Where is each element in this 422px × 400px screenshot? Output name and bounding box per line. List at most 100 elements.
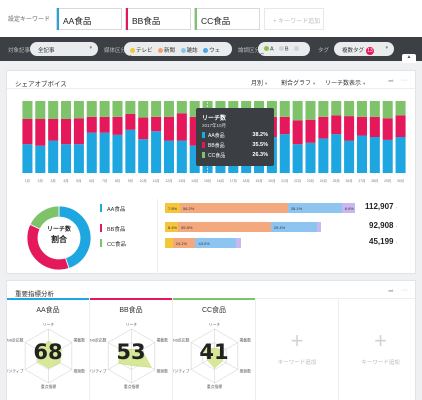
bar-segment <box>73 144 84 173</box>
x-tick-label: 19月 <box>255 179 262 183</box>
metric-value: リーチ数表示 <box>325 81 362 87</box>
tooltip-row-name: CC食品 <box>208 153 226 159</box>
bar-segment: 24.1% <box>172 238 196 248</box>
share-donut-chart <box>26 205 92 271</box>
radar-area <box>118 349 152 368</box>
filter-bar: 対象記事 全記事 ▾ 媒体区分 テレビ 新聞 雑誌 ウェブ 論調区分 A B C… <box>0 37 422 63</box>
media-item: テレビ <box>136 48 153 54</box>
media-breakdown-bar: 8.4% 59.5% 29.4% <box>165 222 365 232</box>
more-icon[interactable]: ··· <box>401 77 408 84</box>
radar-axis-label: リーチ <box>209 322 221 327</box>
media-select[interactable]: テレビ 新聞 雑誌 ウェブ <box>124 42 232 62</box>
bar-segment: 28.1% <box>287 203 342 213</box>
x-tick-label: 18月 <box>243 179 250 183</box>
tooltip-title: リーチ数 <box>202 116 227 122</box>
more-icon[interactable]: ··· <box>401 287 408 294</box>
radar-axis-label: 推奨数 <box>240 369 252 374</box>
radar-axis-label: 掲載数 <box>74 338 86 343</box>
keyword-text: AA食品 <box>63 16 92 26</box>
bar-segment <box>279 116 290 135</box>
tooltip-swatch <box>202 132 205 138</box>
bar-segment: 43.0% <box>195 238 237 248</box>
keyword-text: CC食品 <box>201 16 231 26</box>
share-icon[interactable]: ➦ <box>388 288 394 295</box>
bar-segment <box>189 145 200 173</box>
bar-segment <box>189 101 200 117</box>
eval-select[interactable]: A B C <box>258 42 310 59</box>
radar-axis-label: SNS反応数 <box>90 338 107 343</box>
chevron-right-icon[interactable]: › <box>395 240 398 245</box>
share-icon[interactable]: ➦ <box>388 78 394 85</box>
x-tick-label: 9月 <box>128 179 133 183</box>
bar-segment <box>292 120 303 145</box>
graph-type-value: 割合グラフ <box>281 81 312 87</box>
total-value: 112,907 › <box>342 202 397 211</box>
chevron-up-icon[interactable]: ▲ <box>402 54 416 63</box>
bar-segment <box>316 222 321 232</box>
keyword-input-1[interactable]: AA食品 <box>56 8 122 30</box>
graph-type-select[interactable]: 割合グラフ ▾ <box>281 78 315 87</box>
bar-segment <box>61 119 72 145</box>
card-score: 41 <box>199 340 229 364</box>
x-tick-label: 13月 <box>178 179 185 183</box>
media-dot <box>130 47 135 53</box>
x-tick-label: 14月 <box>191 179 198 183</box>
bar-segment <box>395 137 406 173</box>
donut-center-label: リーチ数 割合 <box>37 225 81 245</box>
legend-label: AA食品 <box>107 207 126 213</box>
radar-area <box>36 340 62 369</box>
media-label: 媒体区分 <box>104 48 127 54</box>
bar-segment <box>163 116 174 141</box>
bar-segment <box>125 113 136 130</box>
keyword-input-3[interactable]: CC食品 <box>194 8 260 30</box>
bar-segment: 56.2% <box>179 203 288 213</box>
media-breakdown-bar: 7.8% 56.2% 28.1% 6.9% <box>165 203 365 213</box>
bar-segment <box>369 137 380 173</box>
tag-value: 複数タグ <box>342 48 365 54</box>
bar-segment <box>151 116 162 132</box>
tooltip-row-value: 35.5% <box>252 142 268 148</box>
chevron-right-icon[interactable]: › <box>395 205 398 210</box>
x-tick-label: 8月 <box>115 179 120 183</box>
bar-segment <box>292 101 303 121</box>
bar-segment <box>176 140 187 173</box>
bar-segment <box>395 115 406 137</box>
bar-segment <box>331 101 342 116</box>
eval-dot <box>294 46 300 51</box>
bar-segment <box>163 140 174 173</box>
add-keyword-card[interactable]: + キーワード追加 <box>256 298 339 400</box>
bar-segment <box>344 101 355 117</box>
panel-title: シェアオブボイス <box>15 81 67 88</box>
x-tick-label: 26月 <box>346 179 353 183</box>
x-tick-label: 7月 <box>102 179 107 183</box>
keyword-bar: 設定キーワード AA食品 BB食品 CC食品 + キーワード追加 <box>0 0 422 37</box>
keyword-input-2[interactable]: BB食品 <box>125 8 191 30</box>
media-item: ウェブ <box>126 48 221 62</box>
media-dot <box>158 47 164 53</box>
bar-segment <box>305 142 316 173</box>
add-keyword-card[interactable]: + キーワード追加 <box>339 298 422 400</box>
bar-segment <box>138 139 149 173</box>
bar-segment <box>344 116 355 141</box>
x-tick-label: 23月 <box>307 179 314 183</box>
metric-select[interactable]: リーチ数表示 ▾ <box>325 78 365 87</box>
add-keyword-button[interactable]: + キーワード追加 <box>264 8 324 30</box>
bar-segment <box>35 101 46 119</box>
total-value: 45,199 › <box>342 237 397 246</box>
x-tick-label: 1月 <box>25 179 30 183</box>
chevron-right-icon[interactable]: › <box>395 224 398 229</box>
target-select[interactable]: 全記事 ▾ <box>30 42 98 56</box>
tooltip-swatch <box>202 142 205 148</box>
legend-label: BB食品 <box>107 227 126 233</box>
keyword-bar-label: 設定キーワード <box>8 17 51 23</box>
period-select[interactable]: 月別 ▾ <box>251 78 267 87</box>
tag-select[interactable]: 複数タグ 13 ▾ <box>334 42 394 56</box>
chevron-down-icon: ▾ <box>313 81 316 86</box>
chart-tooltip: リーチ数 2017年10月 AA食品 38.2% BB食品 35.5% CC食品 26… <box>196 108 274 166</box>
x-tick-label: 11月 <box>153 179 160 183</box>
bar-segment: 6.9% <box>341 203 355 213</box>
